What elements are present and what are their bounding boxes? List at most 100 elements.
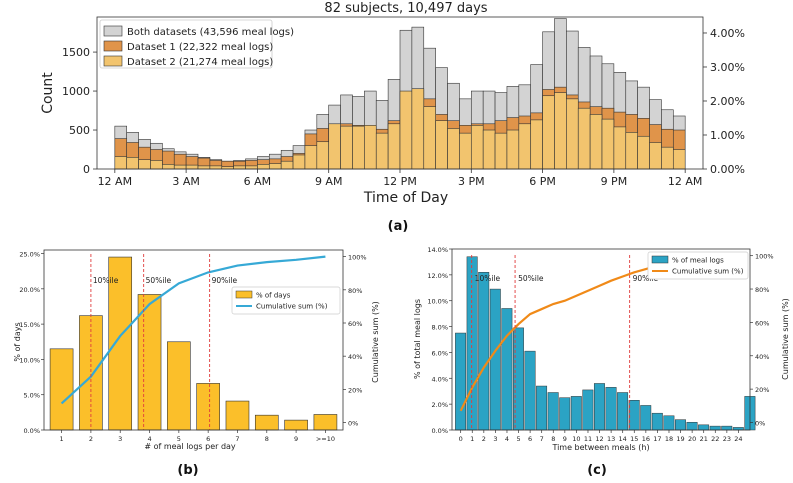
chart-a-x-axis-label: Time of Day [363, 190, 448, 206]
x-tick-label: 16 [642, 435, 650, 443]
x-tick-label: 13 [607, 435, 615, 443]
bar-meal-logs-12 [593, 383, 605, 431]
percentile-label: 10%ile [475, 274, 501, 283]
y-tick-label: 0.0% [23, 427, 40, 435]
x-tick-label: 18 [665, 435, 673, 443]
chart-b-x-axis-label: # of meal logs per day [144, 442, 236, 451]
x-tick-label: 17 [653, 435, 661, 443]
y-tick-label: 15.0% [19, 321, 40, 329]
x-tick-label: 12 AM [98, 175, 133, 188]
y-tick-label: 8.0% [431, 324, 448, 332]
legend-label-cumulative: Cumulative sum (%) [672, 268, 744, 276]
legend-box [99, 19, 273, 69]
x-tick-label: 15 [630, 435, 638, 443]
bar-dataset-2-7 [197, 165, 211, 170]
bar-dataset-2-11 [245, 165, 258, 170]
bar-dataset-2-44 [637, 135, 650, 170]
legend-swatch-days [235, 290, 253, 299]
bar-meal-logs-11 [582, 389, 594, 431]
y-tick-label: 5.0% [23, 392, 40, 400]
bar-days-2 [79, 315, 103, 431]
y-tick-label: 20.0% [19, 286, 40, 294]
bar-meal-logs-23 [721, 425, 733, 431]
panel-label-b: (b) [177, 463, 198, 478]
x-tick-label: 6 AM [244, 175, 272, 188]
chart-b-legend: % of days Cumulative sum (%) [231, 286, 341, 315]
legend-swatch-meal-logs [651, 255, 669, 264]
bar-dataset-2-14 [280, 160, 294, 170]
bar-meal-logs-8 [547, 392, 559, 431]
chart-b-y-axis-label: % of days [13, 322, 22, 361]
x-tick-label: 9 [294, 435, 298, 443]
bar-dataset-2-18 [328, 123, 341, 170]
bar-dataset-2-20 [352, 125, 365, 170]
bar-dataset-2-0 [114, 156, 128, 170]
bar-dataset-2-42 [613, 126, 627, 170]
percentile-label: 90%ile [212, 276, 238, 285]
bar-meal-logs-7 [536, 385, 548, 431]
bar-meal-logs-3 [489, 288, 501, 431]
x-tick-label: 0 [459, 435, 463, 443]
bar-meal-logs-9 [559, 397, 571, 431]
legend-label-dataset-2: Dataset 2 (21,274 meal logs) [127, 57, 273, 68]
bar-days-8 [254, 414, 279, 431]
bar-days-7 [225, 400, 250, 431]
x-tick-label: 6 PM [529, 175, 556, 188]
y2-tick-label: 20% [348, 386, 362, 394]
chart-c-plot-frame [451, 248, 751, 431]
y2-tick-label: 2.00% [710, 95, 745, 108]
bar-dataset-2-36 [542, 95, 555, 170]
bar-meal-logs-17 [651, 412, 663, 431]
y2-tick-label: 100% [348, 254, 367, 262]
y2-tick-label: 40% [348, 353, 362, 361]
x-tick-label: 4 [147, 435, 151, 443]
x-tick-label: 19 [676, 435, 684, 443]
percentile-label: 50%ile [518, 274, 544, 283]
legend-swatch-dataset-2 [103, 55, 123, 67]
bar-meal-logs-14 [617, 392, 629, 431]
x-tick-label: 1 [470, 435, 474, 443]
y2-tick-label: 1.00% [710, 129, 745, 142]
x-tick-label: 12 AM [668, 175, 703, 188]
bar-dataset-2-27 [435, 120, 448, 170]
y-tick-label: 1500 [62, 46, 90, 59]
legend-label-cumulative: Cumulative sum (%) [256, 303, 328, 311]
chart-b-y2-axis-label: Cumulative sum (%) [371, 301, 380, 383]
bar-dataset-2-31 [482, 129, 496, 170]
chart-b-plot-frame [43, 249, 344, 431]
bar-dataset-2-45 [649, 142, 662, 170]
x-tick-label: 24 [734, 435, 742, 443]
x-tick-label: 3 [118, 435, 122, 443]
bar-dataset-2-8 [209, 165, 223, 170]
bar-dataset-2-23 [387, 123, 401, 170]
chart-c-y2-axis-label: Cumulative sum (%) [781, 298, 790, 380]
bar-dataset-2-34 [518, 123, 532, 170]
bar-dataset-2-15 [292, 154, 306, 170]
x-tick-label: 9 [563, 435, 567, 443]
bar-days->=10 [313, 414, 338, 431]
bar-dataset-2-5 [173, 164, 187, 170]
legend-box [231, 286, 341, 315]
legend-label-dataset-1: Dataset 1 (22,322 meal logs) [127, 42, 273, 53]
y-tick-label: 10.0% [427, 298, 448, 306]
y-tick-label: 2.0% [431, 401, 448, 409]
y2-tick-label: 3.00% [710, 61, 745, 74]
bar-dataset-2-46 [661, 146, 674, 170]
y2-tick-label: 4.00% [710, 27, 745, 40]
bar-dataset-2-43 [625, 132, 638, 170]
x-tick-label: 3 PM [458, 175, 485, 188]
bar-meal-logs-22 [709, 425, 721, 431]
x-tick-label: 22 [711, 435, 719, 443]
y2-tick-label: 0% [348, 420, 358, 428]
y2-tick-label: 80% [348, 287, 362, 295]
x-tick-label: 23 [723, 435, 731, 443]
y2-tick-label: 100% [755, 253, 774, 261]
y-tick-label: 6.0% [431, 349, 448, 357]
x-tick-label: 6 [528, 435, 532, 443]
x-tick-label: 8 [265, 435, 269, 443]
percentile-label: 10%ile [93, 276, 119, 285]
y-tick-label: 12.0% [427, 272, 448, 280]
legend-swatch-both [103, 25, 123, 37]
bar-days-6 [196, 383, 220, 431]
